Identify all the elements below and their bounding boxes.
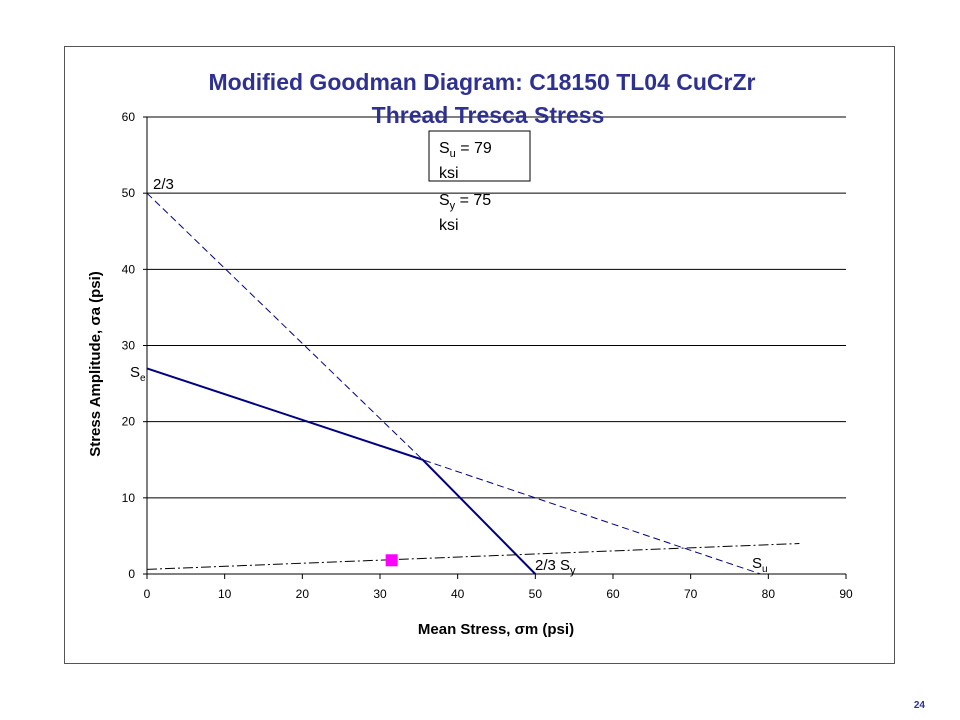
legend-sy-unit: ksi bbox=[439, 217, 459, 234]
y-tick-label: 20 bbox=[122, 415, 136, 429]
y-tick-label: 30 bbox=[122, 339, 136, 353]
y-tick-label: 10 bbox=[122, 491, 136, 505]
load-line bbox=[146, 543, 800, 570]
y-tick-label: 60 bbox=[122, 110, 136, 124]
series-layer bbox=[146, 192, 800, 575]
x-tick-label: 60 bbox=[606, 587, 620, 601]
legend-sy-line: Sy = 75 bbox=[439, 192, 491, 212]
y-tick-label: 50 bbox=[122, 186, 136, 200]
tick-layer: 0 10 20 30 40 50 60 0 10 20 30 40 50 60 70 80 90 bbox=[122, 110, 853, 601]
y-axis-label: Stress Amplitude, σa (psi) bbox=[87, 271, 104, 457]
y-tick-label: 40 bbox=[122, 262, 136, 276]
x-tick-label: 30 bbox=[373, 587, 387, 601]
x-axis-label: Mean Stress, σm (psi) bbox=[418, 621, 574, 638]
annotation-two-thirds: 2/3 bbox=[153, 176, 174, 193]
annotation-se: Se bbox=[130, 364, 146, 384]
x-tick-label: 40 bbox=[451, 587, 465, 601]
x-tick-label: 20 bbox=[296, 587, 310, 601]
legend-box bbox=[428, 130, 531, 182]
x-tick-label: 80 bbox=[762, 587, 776, 601]
grid-layer bbox=[146, 116, 846, 575]
annotation-two-thirds-sy: 2/3 Sy bbox=[535, 557, 576, 577]
chart-title-line1: Modified Goodman Diagram: C18150 TL04 Cu… bbox=[209, 69, 756, 95]
yield-line bbox=[146, 192, 761, 575]
y-tick-label: 0 bbox=[128, 567, 135, 581]
x-tick-label: 50 bbox=[529, 587, 543, 601]
data-point-marker bbox=[385, 554, 398, 567]
modified-goodman-line bbox=[146, 367, 537, 575]
annotation-su: Su bbox=[752, 555, 768, 575]
legend-su-line: Su = 79 bbox=[439, 140, 492, 160]
x-tick-label: 0 bbox=[144, 587, 151, 601]
x-tick-label: 10 bbox=[218, 587, 232, 601]
chart-title-line2: Thread Tresca Stress bbox=[372, 102, 605, 128]
x-tick-label: 90 bbox=[839, 587, 853, 601]
x-tick-label: 70 bbox=[684, 587, 698, 601]
legend-su-unit: ksi bbox=[439, 165, 459, 182]
page-number: 24 bbox=[913, 700, 925, 711]
